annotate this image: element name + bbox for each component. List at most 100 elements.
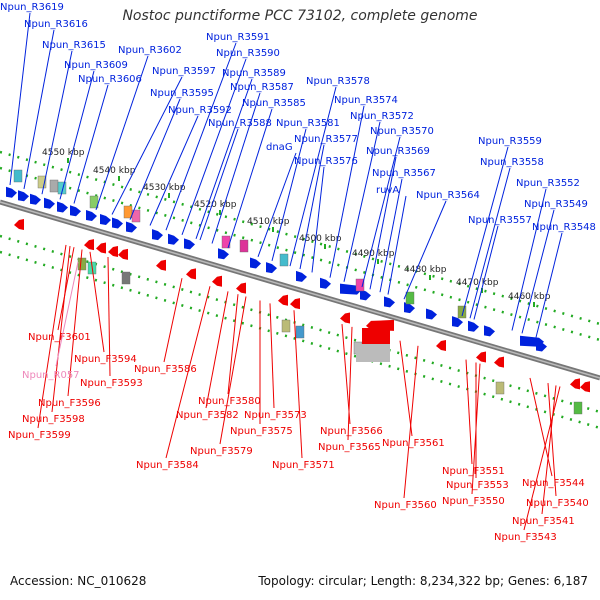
reverse-gene-label: Npun_F3566	[320, 426, 383, 437]
forward-gene-label: Npun_R3576	[294, 156, 358, 167]
forward-gene-arrow	[384, 296, 395, 308]
feature-box	[37, 175, 47, 189]
reverse-gene-label: Npun_F3571	[272, 460, 335, 471]
reverse-gene-arrow	[14, 219, 24, 231]
reverse-gene-arrow	[96, 242, 106, 254]
reverse-gene-label: Npun_F3540	[526, 498, 589, 509]
forward-gene-arrow	[484, 325, 495, 337]
feature-box	[355, 278, 365, 292]
forward-gene-label: Npun_R3589	[222, 68, 286, 79]
feature-box	[279, 253, 289, 267]
forward-gene-label: Npun_R3552	[516, 178, 580, 189]
reverse-gene-label: Npun_F3541	[512, 516, 575, 527]
reverse-leader-line	[541, 385, 557, 515]
forward-gene-arrow	[184, 238, 195, 250]
forward-gene-label: Npun_R3609	[64, 60, 128, 71]
forward-leader-line	[257, 152, 297, 257]
scale-label: 4460 kbp	[508, 292, 551, 302]
reverse-leader-line	[163, 278, 183, 363]
forward-gene-arrow	[152, 229, 163, 241]
reverse-gene-label: Npun_F3553	[446, 480, 509, 491]
scale-label: 4540 kbp	[93, 166, 136, 176]
forward-leader-line	[227, 108, 273, 249]
feature-box	[239, 239, 249, 253]
feature-box	[281, 319, 291, 333]
forward-gene-label: Npun_R3585	[242, 98, 306, 109]
reverse-gene-label: Npun_F3543	[494, 532, 557, 543]
forward-leader-line	[469, 167, 511, 319]
forward-leader-line	[165, 42, 237, 231]
reverse-gene-label: Npun_F3573	[244, 410, 307, 421]
forward-gene-arrow	[168, 233, 179, 245]
forward-gene-arrow	[468, 320, 479, 332]
forward-gene-arrow	[6, 186, 17, 198]
reverse-gene-arrow	[118, 248, 128, 260]
forward-gene-label: Npun_R3581	[276, 118, 340, 129]
scale-label: 4520 kbp	[194, 200, 237, 210]
forward-leader-line	[329, 105, 365, 278]
feature-box	[495, 381, 505, 395]
reverse-gene-label: Npun_F3594	[74, 354, 137, 365]
forward-gene-label: Npun_R3549	[524, 199, 588, 210]
reverse-leader-line	[471, 363, 481, 495]
forward-gene-label: Npun_R3569	[366, 146, 430, 157]
reverse-gene-label: Npun_F3579	[190, 446, 253, 457]
reverse-leader-line	[403, 345, 419, 499]
forward-leader-line	[343, 121, 381, 282]
scale-label: 4510 kbp	[247, 217, 290, 227]
scale-label: 4530 kbp	[143, 183, 186, 193]
forward-gene-label: Npun_R3595	[150, 88, 214, 99]
reverse-gene-arrow	[212, 275, 222, 287]
reverse-gene-label: Npun_F3601	[28, 332, 91, 343]
feature-box	[457, 305, 467, 319]
reverse-gene-label: Npun_F3561	[382, 438, 445, 449]
reverse-leader-line	[547, 383, 557, 497]
reverse-gene-arrow	[494, 356, 504, 368]
forward-leader-line	[111, 76, 183, 215]
forward-gene-arrow	[296, 270, 307, 282]
forward-gene-label: Npun_R3597	[152, 66, 216, 77]
forward-gene-arrow	[360, 289, 371, 301]
forward-gene-label: Npun_R3615	[42, 40, 106, 51]
forward-gene-arrow	[250, 257, 261, 269]
forward-leader-line	[299, 144, 325, 270]
scale-label: 4490 kbp	[352, 249, 395, 259]
forward-gene-label: Npun_R3572	[350, 111, 414, 122]
forward-gene-label: ruvA	[376, 185, 399, 196]
forward-gene-label: Npun_R3548	[532, 222, 596, 233]
reverse-leader-line	[465, 359, 473, 465]
forward-gene-label: Npun_R3559	[478, 136, 542, 147]
reverse-leader-line	[219, 296, 247, 445]
reverse-leader-line	[57, 247, 75, 331]
forward-leader-line	[195, 78, 253, 240]
forward-leader-line	[271, 128, 307, 262]
forward-leader-line	[535, 232, 563, 338]
forward-gene-label: Npun_R3606	[78, 74, 142, 85]
reverse-gene-arrow	[108, 245, 118, 257]
forward-leader-line	[149, 115, 199, 226]
reverse-gene-arrow	[340, 312, 350, 324]
forward-leader-line	[95, 55, 149, 211]
reverse-gene-arrow	[580, 381, 590, 393]
reverse-gene-label: Npun_F3544	[522, 478, 585, 489]
feature-box	[77, 257, 87, 271]
reverse-gene-label: Npun_F3596	[38, 398, 101, 409]
forward-leader-line	[379, 178, 403, 293]
reverse-leader-line	[51, 246, 71, 413]
reverse-gene-label: Npun_F3575	[230, 426, 293, 437]
reverse-gene-label: Npun_F3599	[8, 430, 71, 441]
forward-gene-label: Npun_R3564	[416, 190, 480, 201]
reverse-gene-label: Npun_F3582	[176, 410, 239, 421]
reverse-gene-label: Npun_F3598	[22, 414, 85, 425]
forward-leader-line	[311, 166, 325, 273]
forward-gene-arrow	[30, 193, 41, 205]
reverse-leader-line	[107, 256, 111, 377]
scale-label: 4470 kbp	[456, 278, 499, 288]
feature-box	[49, 179, 59, 193]
feature-box	[356, 344, 390, 362]
forward-gene-label: dnaG	[266, 142, 293, 153]
feature-box	[362, 328, 390, 348]
feature-box	[121, 271, 131, 285]
forward-gene-label: Npun_R3558	[480, 157, 544, 168]
forward-leader-line	[41, 50, 73, 195]
